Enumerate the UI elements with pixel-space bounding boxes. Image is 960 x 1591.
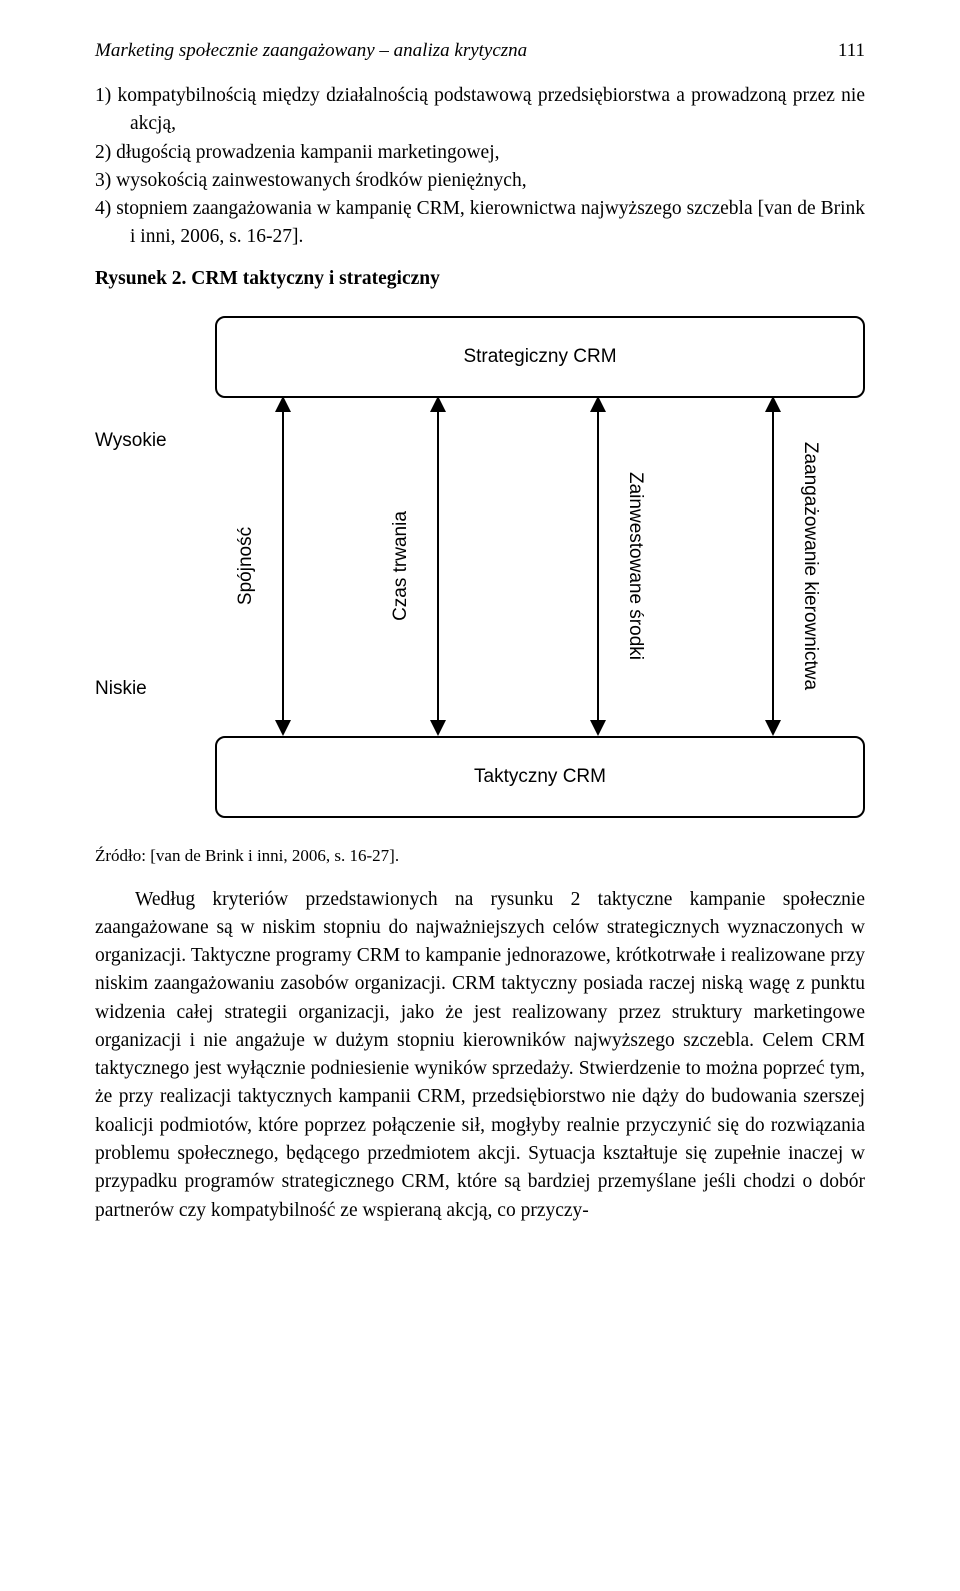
y-label-low: Niskie — [95, 678, 147, 700]
arrowhead-down-icon — [430, 720, 446, 736]
dimension-arrow-1: Spójność — [265, 396, 301, 736]
tactical-crm-label: Taktyczny CRM — [474, 766, 606, 788]
body-paragraph: Według kryteriów przedstawionych na rysu… — [95, 886, 865, 1225]
page-number: 111 — [838, 40, 865, 62]
arrow-line — [437, 410, 439, 722]
strategic-crm-label: Strategiczny CRM — [463, 346, 616, 368]
dimension-label-1: Spójność — [235, 527, 257, 605]
dimension-arrow-2: Czas trwania — [420, 396, 456, 736]
arrow-line — [282, 410, 284, 722]
strategic-crm-box: Strategiczny CRM — [215, 316, 865, 398]
y-axis-labels: Wysokie Niskie — [95, 308, 180, 828]
dimension-label-2: Czas trwania — [390, 511, 412, 621]
dimension-arrow-3: Zainwestowane środki — [580, 396, 616, 736]
arrowhead-down-icon — [275, 720, 291, 736]
dimension-label-4: Zaangażowanie kierownictwa — [799, 442, 821, 690]
dimension-label-3: Zainwestowane środki — [624, 472, 646, 660]
numbered-list: 1) kompatybilnością między działalnością… — [95, 82, 865, 252]
list-item-4: 4) stopniem zaangażowania w kampanię CRM… — [95, 195, 865, 252]
arrow-line — [772, 410, 774, 722]
running-title: Marketing społecznie zaangażowany – anal… — [95, 40, 527, 62]
list-item-2: 2) długością prowadzenia kampanii market… — [95, 139, 865, 167]
list-item-3: 3) wysokością zainwestowanych środków pi… — [95, 167, 865, 195]
running-header: Marketing społecznie zaangażowany – anal… — [95, 40, 865, 62]
figure-caption-text: Rysunek 2. CRM taktyczny i strategiczny — [95, 268, 440, 289]
arrowhead-down-icon — [590, 720, 606, 736]
tactical-crm-box: Taktyczny CRM — [215, 736, 865, 818]
y-label-high: Wysokie — [95, 430, 167, 452]
dimension-arrow-4: Zaangażowanie kierownictwa — [755, 396, 791, 736]
figure-caption: Rysunek 2. CRM taktyczny i strategiczny — [95, 268, 865, 290]
list-item-1: 1) kompatybilnością między działalnością… — [95, 82, 865, 139]
crm-diagram: Wysokie Niskie Strategiczny CRM Taktyczn… — [95, 308, 865, 828]
figure-source: Źródło: [van de Brink i inni, 2006, s. 1… — [95, 846, 865, 866]
arrow-line — [597, 410, 599, 722]
arrowhead-down-icon — [765, 720, 781, 736]
